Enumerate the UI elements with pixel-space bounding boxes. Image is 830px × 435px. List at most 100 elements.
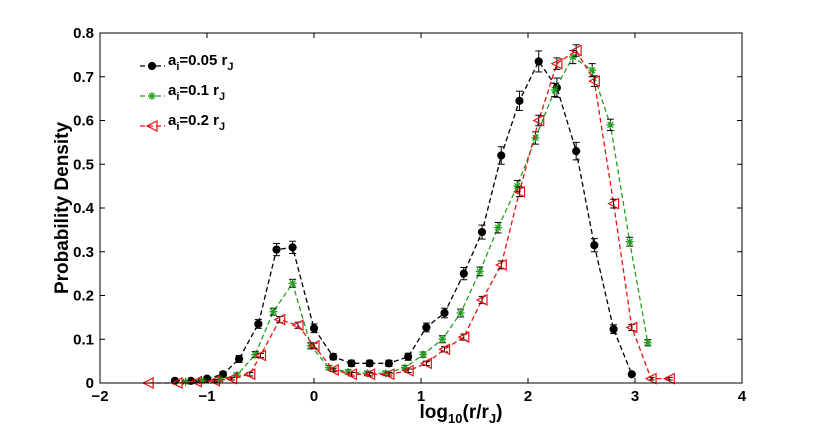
- y-tick-label: 0.4: [73, 200, 95, 217]
- data-point-dot: [309, 324, 319, 333]
- x-tick-label: −2: [91, 388, 108, 405]
- legend-label: ai=0.2 rJ: [168, 112, 225, 133]
- y-tick-label: 0.7: [73, 69, 94, 86]
- legend-label-part: a: [168, 112, 177, 129]
- legend-label-part: J: [219, 121, 225, 133]
- legend-item-3: ai=0.2 rJ: [140, 112, 225, 133]
- data-point-star: [550, 85, 559, 94]
- legend-item-1: ai=0.05 rJ: [140, 52, 234, 73]
- y-tick-label: 0.3: [73, 244, 94, 261]
- data-point-dot: [365, 359, 374, 368]
- data-point-triangle: [273, 313, 286, 326]
- data-point-dot: [515, 96, 524, 105]
- data-point-triangle: [587, 75, 600, 88]
- data-point-dot: [218, 370, 228, 379]
- legend-item-2: ai=0.1 rJ: [140, 82, 225, 103]
- legend-label-part: i: [176, 121, 179, 133]
- x-axis-label-sub2: J: [489, 411, 496, 426]
- legend-label-part: i: [176, 91, 179, 103]
- legend-label-part: i: [176, 61, 179, 73]
- error-bar: [553, 57, 561, 70]
- data-point-dot: [254, 319, 263, 329]
- data-point-dot: [235, 354, 244, 364]
- x-tick-label: 2: [524, 388, 532, 405]
- data-point-dot: [627, 370, 636, 379]
- data-point-triangle: [607, 197, 620, 210]
- legend-label-part: =0.2 r: [179, 112, 219, 129]
- data-point-triangle: [550, 57, 563, 70]
- data-point-triangle: [291, 319, 304, 332]
- data-point-dot: [404, 352, 413, 361]
- legend-label-part: a: [168, 52, 177, 69]
- x-axis-label-mid: (r/r: [463, 402, 490, 423]
- data-point-star: [288, 279, 297, 288]
- data-point-dot: [440, 308, 449, 318]
- x-axis-label-sub1: 10: [448, 411, 462, 426]
- y-tick-label: 0.1: [73, 331, 94, 348]
- data-point-star: [568, 53, 577, 62]
- legend-label-part: J: [227, 61, 233, 73]
- data-point-dot: [477, 227, 487, 237]
- data-point-star: [475, 267, 484, 276]
- y-tick-label: 0.5: [73, 156, 94, 173]
- data-point-dot: [534, 57, 543, 66]
- data-point-triangle: [225, 372, 238, 385]
- data-point-star: [606, 120, 615, 129]
- legend-label-part: a: [168, 82, 177, 99]
- x-tick-label: 0: [310, 388, 318, 405]
- data-point-star: [531, 134, 540, 142]
- data-point-triangle: [345, 368, 358, 381]
- y-tick-label: 0.2: [73, 288, 94, 305]
- data-point-dot: [590, 241, 599, 250]
- data-point-dot: [497, 151, 506, 160]
- axes: −2 −1 0 1 2 3 4 0 0.1 0.2 0.3 0.4 0.5 0.6 0.7 0.8: [73, 25, 747, 405]
- data-point-star: [148, 92, 156, 100]
- data-point-triangle: [307, 339, 320, 352]
- legend-label-part: =0.1 r: [179, 82, 219, 99]
- data-point-triangle: [326, 363, 339, 376]
- x-tick-label: −1: [198, 388, 215, 405]
- legend-label: ai=0.05 rJ: [168, 52, 234, 73]
- data-point-triangle: [189, 375, 202, 388]
- data-point-triangle: [420, 357, 432, 370]
- data-point-star: [588, 66, 597, 75]
- legend-label-part: =0.05 r: [179, 52, 227, 69]
- data-point-dot: [422, 323, 431, 332]
- data-point-star: [643, 338, 652, 347]
- x-tick-label: 4: [738, 388, 747, 405]
- series-1: [170, 50, 636, 385]
- data-point-triangle: [513, 185, 526, 198]
- data-point-triangle: [243, 368, 256, 381]
- legend-label-part: J: [219, 91, 225, 103]
- data-point-star: [456, 309, 465, 317]
- series-line: [148, 49, 670, 384]
- data-point-triangle: [438, 343, 451, 356]
- data-point-dot: [384, 359, 393, 368]
- series-3: [141, 44, 675, 389]
- error-bar: [572, 44, 580, 57]
- data-point-triangle: [457, 331, 470, 344]
- data-point-triangle: [625, 321, 638, 334]
- y-tick-label: 0.6: [73, 113, 94, 130]
- series-layer: [141, 44, 675, 389]
- data-point-triangle: [363, 368, 376, 381]
- data-point-dot: [459, 269, 468, 278]
- data-point-star: [419, 350, 428, 359]
- x-tick-label: 1: [417, 388, 425, 405]
- x-axis-label-base: log: [420, 402, 449, 423]
- data-point-triangle: [494, 258, 507, 271]
- x-axis-label-end: ): [496, 402, 502, 423]
- error-bar: [535, 114, 543, 127]
- data-point-star: [269, 307, 278, 316]
- series-line: [185, 56, 649, 383]
- error-bar: [590, 75, 598, 87]
- data-point-triangle: [145, 120, 158, 132]
- data-point-triangle: [254, 349, 267, 362]
- y-axis-label: Probability Density: [52, 122, 73, 295]
- series-line: [174, 60, 633, 382]
- legend-label: ai=0.1 rJ: [168, 82, 225, 103]
- data-point-dot: [347, 359, 356, 368]
- data-point-triangle: [644, 372, 657, 385]
- data-point-triangle: [569, 44, 582, 57]
